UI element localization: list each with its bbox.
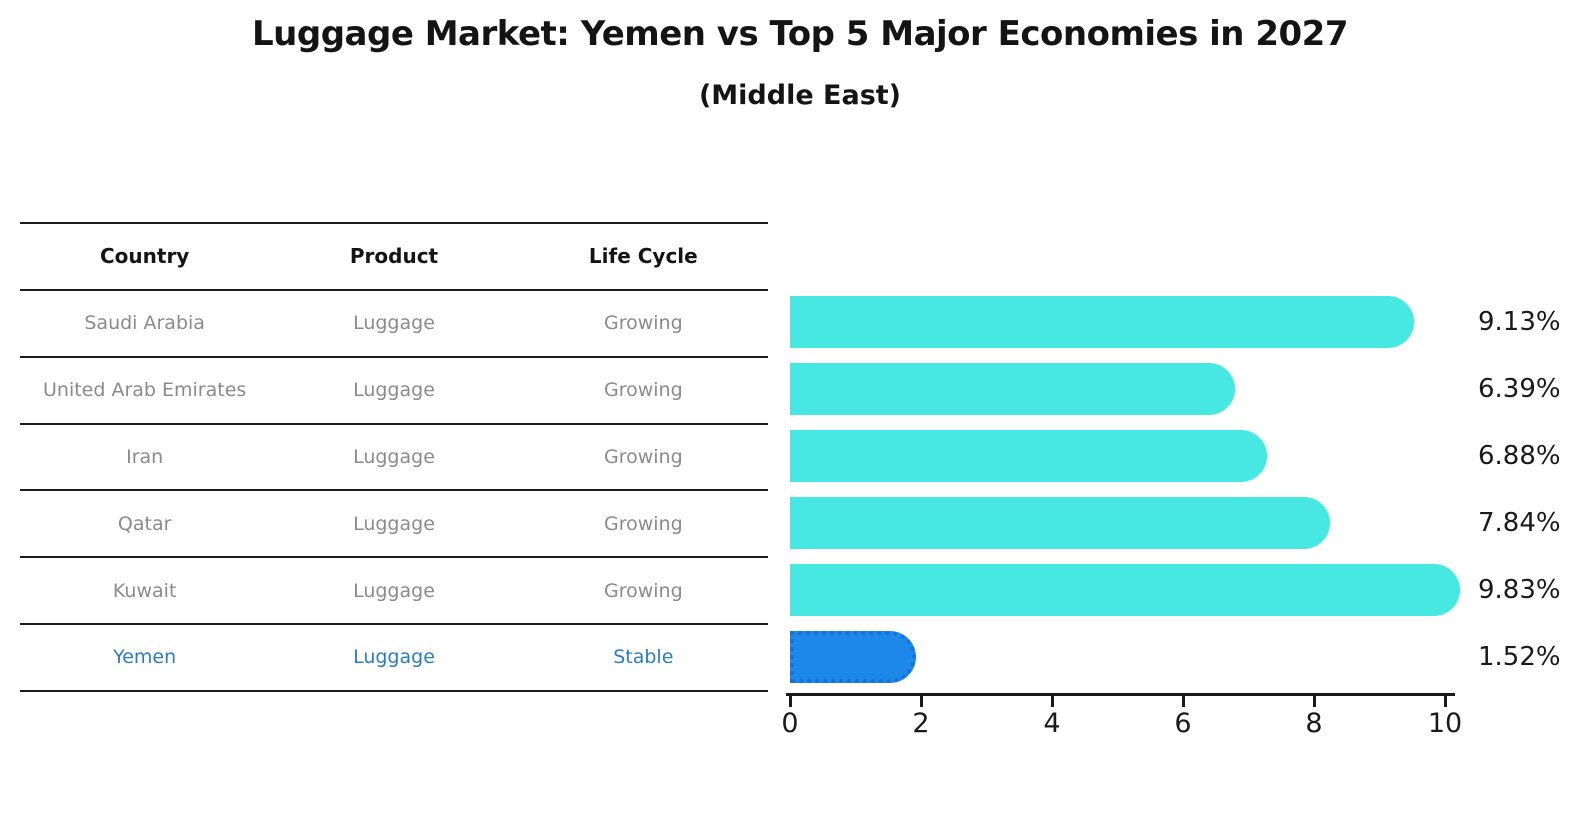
x-axis-tick-label: 4 bbox=[1043, 708, 1061, 739]
life-cycle-cell: Growing bbox=[603, 379, 683, 402]
table-row: Kuwait Luggage Growing bbox=[20, 556, 768, 623]
life-cycle-cell: Stable bbox=[613, 646, 674, 669]
bar-iran bbox=[790, 429, 1267, 482]
bar-value-label: 9.83% bbox=[1478, 574, 1561, 605]
x-axis-tick bbox=[788, 696, 792, 707]
bar-united-arab-emirates bbox=[790, 363, 1235, 416]
x-axis-tick bbox=[1312, 696, 1316, 707]
product-cell: Luggage bbox=[353, 379, 435, 402]
bar-value-label: 6.88% bbox=[1478, 440, 1561, 471]
country-cell: Iran bbox=[126, 445, 164, 468]
bar-kuwait bbox=[790, 563, 1460, 616]
life-cycle-cell: Growing bbox=[603, 312, 683, 335]
life-cycle-cell: Growing bbox=[603, 445, 683, 468]
x-axis-tick bbox=[1443, 696, 1447, 707]
country-cell: Qatar bbox=[117, 512, 172, 535]
x-axis-tick bbox=[1181, 696, 1185, 707]
country-cell: Yemen bbox=[113, 646, 177, 669]
product-cell: Luggage bbox=[353, 312, 435, 335]
bar-saudi-arabia bbox=[790, 296, 1414, 349]
bar-value-label: 6.39% bbox=[1478, 374, 1561, 405]
product-cell: Luggage bbox=[353, 646, 435, 669]
chart-title: Luggage Market: Yemen vs Top 5 Major Eco… bbox=[252, 14, 1348, 54]
bar-qatar bbox=[790, 496, 1330, 549]
x-axis-tick-label: 0 bbox=[781, 708, 799, 739]
product-cell: Luggage bbox=[353, 579, 435, 602]
x-axis-tick-label: 10 bbox=[1427, 708, 1463, 739]
column-header-country: Country bbox=[99, 244, 190, 269]
bar-value-label: 7.84% bbox=[1478, 507, 1561, 538]
bar-value-label: 1.52% bbox=[1478, 641, 1561, 672]
product-cell: Luggage bbox=[353, 512, 435, 535]
column-header-product: Product bbox=[349, 244, 439, 269]
x-axis-tick-label: 6 bbox=[1174, 708, 1192, 739]
country-cell: United Arab Emirates bbox=[43, 379, 247, 402]
country-cell: Kuwait bbox=[112, 579, 177, 602]
life-cycle-cell: Growing bbox=[603, 579, 683, 602]
chart-subtitle: (Middle East) bbox=[698, 80, 902, 111]
table-row: Yemen Luggage Stable bbox=[20, 623, 768, 690]
comparison-table: Country Product Life Cycle Saudi Arabia L… bbox=[20, 222, 768, 692]
table-row: Iran Luggage Growing bbox=[20, 422, 768, 490]
table-row: Saudi Arabia Luggage Growing bbox=[20, 288, 768, 356]
bar-yemen bbox=[790, 630, 916, 683]
product-cell: Luggage bbox=[353, 445, 435, 468]
table-header-row: Country Product Life Cycle bbox=[20, 222, 768, 289]
x-axis-tick bbox=[919, 696, 923, 707]
x-axis-tick-label: 8 bbox=[1305, 708, 1323, 739]
life-cycle-cell: Growing bbox=[603, 512, 683, 535]
x-axis-tick-label: 2 bbox=[912, 708, 930, 739]
x-axis-tick bbox=[1050, 696, 1054, 707]
column-header-life-cycle: Life Cycle bbox=[588, 244, 698, 269]
table-row: United Arab Emirates Luggage Growing bbox=[20, 355, 768, 423]
x-axis-line bbox=[786, 693, 1455, 696]
table-row: Qatar Luggage Growing bbox=[20, 489, 768, 556]
bar-value-label: 9.13% bbox=[1478, 307, 1561, 338]
country-cell: Saudi Arabia bbox=[84, 312, 205, 335]
